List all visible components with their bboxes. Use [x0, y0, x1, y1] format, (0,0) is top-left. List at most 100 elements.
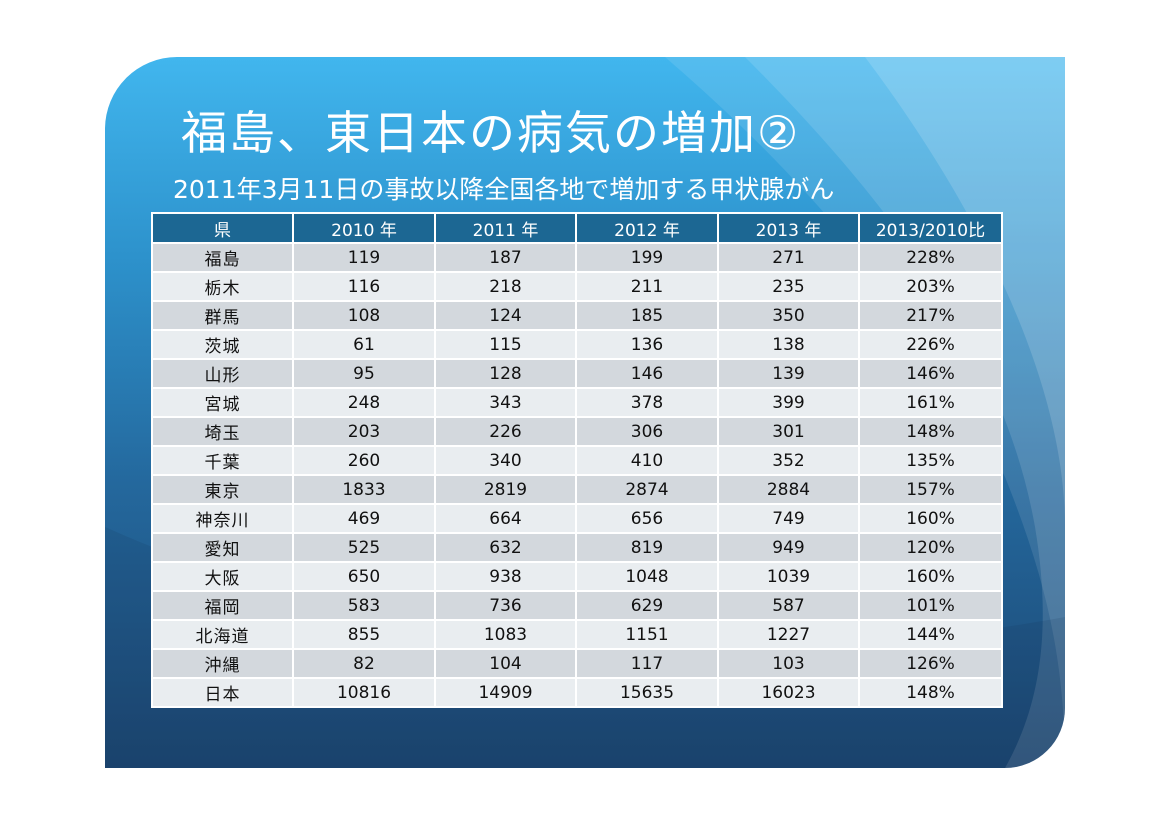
value-cell: 128: [434, 358, 577, 389]
prefecture-cell: 大阪: [151, 561, 294, 592]
value-cell: 343: [434, 387, 577, 418]
value-cell: 1083: [434, 619, 577, 650]
value-cell: 217%: [858, 300, 1003, 331]
value-cell: 260: [292, 445, 436, 476]
value-cell: 148%: [858, 677, 1003, 708]
value-cell: 399: [717, 387, 860, 418]
value-cell: 1833: [292, 474, 436, 505]
value-cell: 124: [434, 300, 577, 331]
value-cell: 161%: [858, 387, 1003, 418]
table-row: 千葉 260 340 410 352 135%: [151, 445, 1003, 476]
value-cell: 157%: [858, 474, 1003, 505]
column-header: 2013/2010比: [858, 212, 1003, 244]
table-row: 日本 10816 14909 15635 16023 148%: [151, 677, 1003, 708]
value-cell: 144%: [858, 619, 1003, 650]
value-cell: 583: [292, 590, 436, 621]
value-cell: 203: [292, 416, 436, 447]
value-cell: 126%: [858, 648, 1003, 679]
value-cell: 101%: [858, 590, 1003, 621]
value-cell: 378: [575, 387, 719, 418]
table-body: 福島 119 187 199 271 228% 栃木 116 218 211 235 203% 群馬 10…: [151, 242, 1003, 708]
value-cell: 148%: [858, 416, 1003, 447]
value-cell: 218: [434, 271, 577, 302]
value-cell: 185: [575, 300, 719, 331]
slide-subtitle: 2011年3月11日の事故以降全国各地で増加する甲状腺がん: [173, 175, 835, 204]
value-cell: 248: [292, 387, 436, 418]
value-cell: 2819: [434, 474, 577, 505]
table-row: 愛知 525 632 819 949 120%: [151, 532, 1003, 563]
value-cell: 525: [292, 532, 436, 563]
table-row: 山形 95 128 146 139 146%: [151, 358, 1003, 389]
value-cell: 14909: [434, 677, 577, 708]
value-cell: 1151: [575, 619, 719, 650]
value-cell: 855: [292, 619, 436, 650]
value-cell: 120%: [858, 532, 1003, 563]
table-row: 福島 119 187 199 271 228%: [151, 242, 1003, 273]
table-header-row: 県 2010 年 2011 年 2012 年 2013 年 2013/2010比: [151, 212, 1003, 244]
table-row: 東京 1833 2819 2874 2884 157%: [151, 474, 1003, 505]
value-cell: 138: [717, 329, 860, 360]
prefecture-cell: 宮城: [151, 387, 294, 418]
value-cell: 146%: [858, 358, 1003, 389]
table-row: 大阪 650 938 1048 1039 160%: [151, 561, 1003, 592]
column-header: 県: [151, 212, 294, 244]
value-cell: 271: [717, 242, 860, 273]
prefecture-cell: 山形: [151, 358, 294, 389]
slide-title: 福島、東日本の病気の増加②: [181, 106, 801, 160]
prefecture-cell: 神奈川: [151, 503, 294, 534]
column-header: 2011 年: [434, 212, 577, 244]
value-cell: 352: [717, 445, 860, 476]
value-cell: 2874: [575, 474, 719, 505]
value-cell: 350: [717, 300, 860, 331]
table-row: 神奈川 469 664 656 749 160%: [151, 503, 1003, 534]
slide-background: 福島、東日本の病気の増加② 2011年3月11日の事故以降全国各地で増加する甲状…: [105, 57, 1065, 768]
column-header: 2013 年: [717, 212, 860, 244]
table-row: 埼玉 203 226 306 301 148%: [151, 416, 1003, 447]
value-cell: 119: [292, 242, 436, 273]
value-cell: 135%: [858, 445, 1003, 476]
value-cell: 108: [292, 300, 436, 331]
value-cell: 187: [434, 242, 577, 273]
value-cell: 15635: [575, 677, 719, 708]
table-row: 福岡 583 736 629 587 101%: [151, 590, 1003, 621]
value-cell: 736: [434, 590, 577, 621]
value-cell: 95: [292, 358, 436, 389]
value-cell: 629: [575, 590, 719, 621]
value-cell: 301: [717, 416, 860, 447]
column-header: 2010 年: [292, 212, 436, 244]
table-row: 沖縄 82 104 117 103 126%: [151, 648, 1003, 679]
value-cell: 226: [434, 416, 577, 447]
prefecture-cell: 愛知: [151, 532, 294, 563]
value-cell: 632: [434, 532, 577, 563]
value-cell: 160%: [858, 503, 1003, 534]
value-cell: 160%: [858, 561, 1003, 592]
value-cell: 650: [292, 561, 436, 592]
value-cell: 228%: [858, 242, 1003, 273]
table-row: 茨城 61 115 136 138 226%: [151, 329, 1003, 360]
value-cell: 664: [434, 503, 577, 534]
table-row: 宮城 248 343 378 399 161%: [151, 387, 1003, 418]
value-cell: 949: [717, 532, 860, 563]
table-row: 北海道 855 1083 1151 1227 144%: [151, 619, 1003, 650]
thyroid-cancer-table: 県 2010 年 2011 年 2012 年 2013 年 2013/2010比 福島 11…: [151, 212, 1003, 708]
value-cell: 340: [434, 445, 577, 476]
prefecture-cell: 群馬: [151, 300, 294, 331]
value-cell: 82: [292, 648, 436, 679]
value-cell: 199: [575, 242, 719, 273]
value-cell: 1227: [717, 619, 860, 650]
value-cell: 819: [575, 532, 719, 563]
value-cell: 116: [292, 271, 436, 302]
value-cell: 1048: [575, 561, 719, 592]
value-cell: 469: [292, 503, 436, 534]
prefecture-cell: 埼玉: [151, 416, 294, 447]
value-cell: 211: [575, 271, 719, 302]
prefecture-cell: 福岡: [151, 590, 294, 621]
value-cell: 235: [717, 271, 860, 302]
table-row: 群馬 108 124 185 350 217%: [151, 300, 1003, 331]
prefecture-cell: 沖縄: [151, 648, 294, 679]
prefecture-cell: 福島: [151, 242, 294, 273]
prefecture-cell: 茨城: [151, 329, 294, 360]
prefecture-cell: 栃木: [151, 271, 294, 302]
value-cell: 139: [717, 358, 860, 389]
value-cell: 306: [575, 416, 719, 447]
